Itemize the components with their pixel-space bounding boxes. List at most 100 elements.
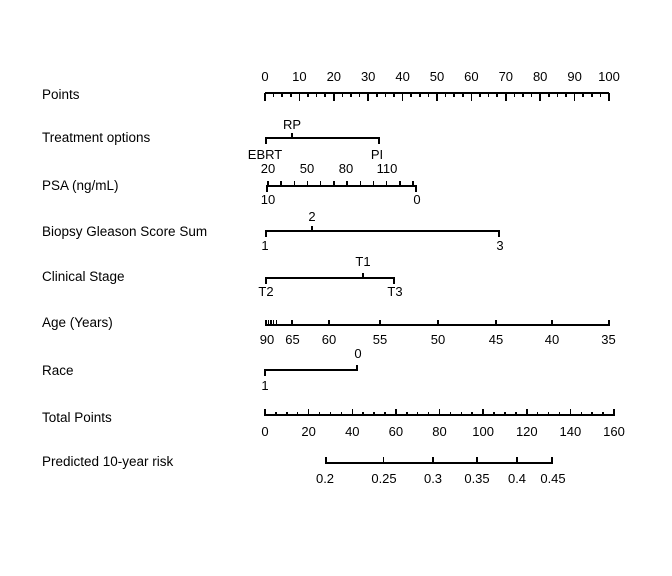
row-label-points: Points	[42, 87, 80, 102]
clinical-stage-axis-tick	[362, 272, 364, 279]
psa-axis-label: 50	[299, 161, 315, 176]
age-axis-tick	[270, 319, 272, 326]
points-axis-tick	[358, 93, 361, 97]
row-label-treatment-options: Treatment options	[42, 130, 151, 145]
points-axis-tick	[367, 93, 369, 101]
predicted-risk-axis-line	[325, 462, 553, 464]
points-axis-label: 100	[598, 69, 620, 84]
age-axis-tick	[608, 319, 610, 326]
total-points-axis-tick	[373, 412, 375, 416]
total-points-axis-label: 60	[388, 424, 404, 439]
age-axis-tick	[328, 319, 330, 326]
points-axis-label: 70	[498, 69, 514, 84]
predicted-risk-axis-label: 0.25	[371, 471, 397, 486]
total-points-axis-label: 100	[472, 424, 494, 439]
total-points-axis-tick	[416, 412, 419, 416]
total-points-axis-label: 40	[345, 424, 360, 439]
psa-axis-label: 20	[260, 161, 276, 176]
total-points-axis-tick	[515, 412, 517, 416]
points-axis-label: 50	[429, 69, 445, 84]
row-label-race: Race	[42, 363, 74, 378]
total-points-axis-tick	[384, 412, 386, 416]
points-axis-label: 40	[395, 69, 410, 84]
psa-axis-tick	[399, 180, 401, 187]
predicted-risk-axis-tick	[551, 457, 553, 464]
total-points-axis-label: 120	[515, 424, 538, 439]
points-axis-tick	[539, 93, 541, 101]
age-axis-tick	[267, 319, 270, 326]
age-axis-tick	[495, 319, 497, 326]
total-points-axis-tick	[591, 412, 593, 416]
points-axis-tick	[393, 93, 395, 97]
points-axis-tick	[272, 93, 275, 97]
points-axis-tick	[565, 93, 567, 97]
total-points-axis-label: 0	[261, 424, 269, 439]
total-points-axis-tick	[613, 408, 615, 416]
psa-axis-tick	[306, 180, 309, 187]
gleason-axis-label: 3	[496, 238, 504, 253]
points-axis-label: 0	[261, 69, 269, 84]
total-points-axis-tick	[264, 408, 266, 416]
points-axis-label: 20	[326, 69, 342, 84]
points-axis-tick	[453, 93, 455, 97]
predicted-risk-axis-label: 0.35	[464, 471, 490, 486]
clinical-stage-axis-tick	[265, 278, 267, 284]
clinical-stage-axis-tick	[393, 278, 395, 284]
total-points-axis-tick	[351, 408, 353, 416]
gleason-axis-label: 2	[308, 209, 316, 224]
total-points-axis-tick	[307, 408, 310, 416]
age-axis-label: 90	[259, 332, 275, 347]
points-axis-tick	[436, 93, 438, 101]
gleason-axis-label: 1	[261, 238, 269, 253]
total-points-axis-tick	[526, 408, 528, 416]
total-points-axis-tick	[547, 412, 550, 416]
points-axis-tick	[608, 93, 610, 101]
points-axis-tick	[324, 93, 326, 97]
total-points-axis-tick	[493, 412, 495, 416]
points-axis-tick	[522, 93, 524, 97]
total-points-axis-tick	[406, 412, 408, 416]
predicted-risk-axis-label: 0.4	[507, 471, 527, 486]
race-axis-label: 1	[261, 378, 269, 393]
points-axis-tick	[410, 93, 412, 97]
age-axis-tick	[275, 319, 278, 326]
predicted-risk-axis-label: 0.2	[315, 471, 335, 486]
age-axis-label: 65	[285, 332, 300, 347]
total-points-axis-tick	[329, 412, 332, 416]
points-axis-tick	[376, 93, 378, 97]
psa-axis-label: 10	[260, 192, 276, 207]
clinical-stage-axis-label: T2	[258, 284, 274, 299]
gleason-axis-tick	[265, 231, 267, 237]
row-label-predicted-risk: Predicted 10-year risk	[42, 454, 174, 469]
points-axis-tick	[548, 93, 550, 97]
psa-axis-tick	[415, 186, 417, 192]
points-axis-tick	[298, 93, 301, 101]
points-axis-tick	[341, 93, 344, 97]
psa-axis-tick	[267, 180, 269, 187]
points-axis-tick	[573, 93, 576, 101]
total-points-axis-tick	[427, 412, 430, 416]
psa-axis-tick	[385, 180, 388, 187]
psa-axis-tick	[280, 180, 282, 187]
total-points-axis-tick	[504, 412, 506, 416]
psa-axis-label: 0	[413, 192, 421, 207]
predicted-risk-axis-tick	[516, 457, 518, 464]
points-axis-tick	[427, 93, 430, 97]
points-axis-tick	[350, 93, 352, 97]
row-label-psa: PSA (ng/mL)	[42, 178, 119, 193]
age-axis-label: 40	[544, 332, 560, 347]
points-axis-tick	[401, 93, 404, 101]
treatment-axis-tick	[291, 132, 293, 139]
psa-axis-tick	[359, 180, 362, 187]
race-axis-line	[264, 369, 358, 371]
total-points-axis-tick	[482, 408, 484, 416]
age-axis-label: 50	[430, 332, 446, 347]
points-axis-tick	[315, 93, 318, 97]
race-axis-tick	[356, 364, 358, 371]
treatment-axis-label: EBRT	[247, 147, 283, 162]
clinical-stage-axis-label: T1	[355, 254, 371, 269]
total-points-axis-tick	[460, 412, 463, 416]
clinical-stage-axis-line	[265, 277, 395, 279]
row-label-clinical-stage: Clinical Stage	[42, 269, 125, 284]
